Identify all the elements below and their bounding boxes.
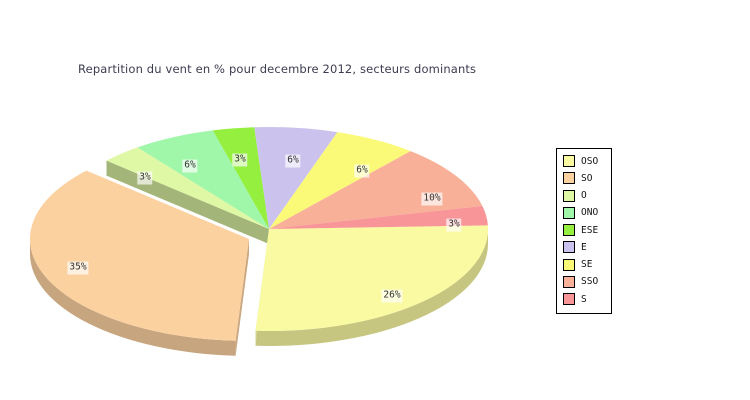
- legend-item-SE: SE: [563, 258, 609, 271]
- legend-item-ONO: ONO: [563, 206, 609, 219]
- pie-slice-O: [106, 147, 269, 229]
- legend-label: OSO: [581, 155, 599, 167]
- legend-swatch-ONO: [563, 206, 575, 219]
- chart-title: Repartition du vent en % pour decembre 2…: [78, 62, 477, 76]
- pie-slice-ONO: [137, 130, 269, 229]
- pie-slice-cut-SO: [235, 239, 249, 356]
- pie-slice-side-OSO: [255, 229, 488, 346]
- legend-label: SSO: [581, 276, 599, 288]
- legend-label: E: [581, 241, 587, 253]
- pie-slice-OSO: [255, 225, 489, 331]
- legend-label: SO: [581, 172, 593, 184]
- pie-slice-side-SO: [30, 239, 236, 356]
- pie-slice-SO: [29, 170, 250, 341]
- legend-label: S: [581, 293, 587, 305]
- legend-item-S: S: [563, 293, 609, 305]
- legend-swatch-SE: [563, 258, 575, 271]
- legend-label: ESE: [581, 224, 599, 236]
- legend-label: SE: [581, 259, 593, 270]
- legend-item-SO: SO: [563, 172, 609, 185]
- pie-slice-E: [254, 126, 338, 229]
- legend-label: O: [581, 190, 587, 201]
- legend-item-OSO: OSO: [563, 155, 609, 167]
- legend-swatch-S: [563, 293, 575, 305]
- legend-swatch-SO: [563, 172, 575, 185]
- legend-label: ONO: [581, 207, 599, 219]
- legend-swatch-ESE: [563, 224, 575, 236]
- legend-item-SSO: SSO: [563, 275, 609, 288]
- legend: OSO SO O ONO ESE E SE SSO S: [556, 148, 612, 314]
- pie-slice-ESE: [212, 127, 269, 229]
- legend-item-E: E: [563, 241, 609, 254]
- legend-item-O: O: [563, 189, 609, 202]
- legend-items: OSO SO O ONO ESE E SE SSO S: [557, 149, 611, 313]
- legend-swatch-SSO: [563, 275, 575, 288]
- legend-swatch-E: [563, 241, 575, 254]
- pie-slice-SSO: [269, 151, 483, 229]
- legend-swatch-OSO: [563, 155, 575, 167]
- pie-slice-SE: [269, 132, 411, 229]
- pie-slice-S: [269, 206, 488, 229]
- legend-item-ESE: ESE: [563, 224, 609, 236]
- legend-swatch-O: [563, 189, 575, 202]
